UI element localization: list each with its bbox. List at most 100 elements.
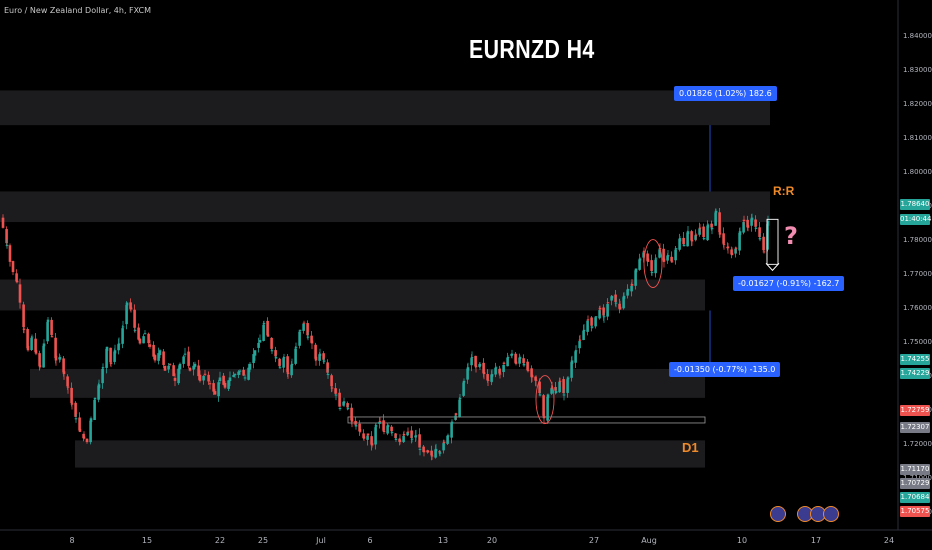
candle-body <box>172 365 175 377</box>
candle-body <box>207 374 210 382</box>
candle-body <box>482 362 485 374</box>
candle-body <box>422 450 426 453</box>
candle-body <box>666 255 670 257</box>
candle-body <box>490 374 494 377</box>
question-mark: ? <box>784 222 798 250</box>
candle-body <box>554 391 558 393</box>
candle-body <box>258 340 262 343</box>
candle-body <box>105 346 109 351</box>
y-tick-label: 1.78000 <box>903 236 932 245</box>
candle-body <box>8 245 12 262</box>
candle-body <box>85 438 89 443</box>
measurement-down-label[interactable]: -0.01627 (-0.91%) -162.7 <box>733 276 845 291</box>
candle-body <box>710 223 713 228</box>
candle-body <box>212 383 215 392</box>
candle-body <box>606 302 610 304</box>
candle-body <box>450 421 454 424</box>
candle-body <box>213 391 217 395</box>
supply-demand-zone <box>0 90 770 126</box>
candle-body <box>198 374 202 381</box>
candle-body <box>406 432 409 436</box>
candle-body <box>742 222 745 233</box>
candle-body <box>510 353 514 356</box>
candle-body <box>482 372 486 375</box>
candle-body <box>358 428 362 432</box>
candle-body <box>294 346 298 348</box>
candle-body <box>486 379 490 381</box>
candle-body <box>62 358 65 373</box>
x-tick-label: 24 <box>883 536 895 545</box>
symbol-label[interactable]: Euro / New Zealand Dollar, 4h, FXCM <box>4 6 152 15</box>
candle-body <box>582 330 585 341</box>
measurement-bottom-label[interactable]: -0.01350 (-0.77%) -135.0 <box>669 362 781 377</box>
candle-body <box>634 268 638 273</box>
candle-body <box>338 392 341 407</box>
candle-body <box>402 435 405 443</box>
economic-event-icon[interactable] <box>770 506 786 522</box>
x-tick-label: 25 <box>257 536 269 545</box>
supply-demand-zone <box>0 191 770 223</box>
candle-body <box>228 377 232 382</box>
candle-body <box>678 239 681 250</box>
economic-event-icon[interactable] <box>823 506 839 522</box>
candle-body <box>450 423 453 438</box>
candle-body <box>243 377 247 379</box>
candle-body <box>562 394 566 396</box>
candle-body <box>227 380 230 389</box>
candle-body <box>266 320 269 336</box>
x-tick-label: 10 <box>736 536 748 545</box>
candle-body <box>202 375 205 381</box>
highlight-ellipse <box>643 239 663 288</box>
candle-body <box>418 434 421 448</box>
candle-body <box>686 232 689 247</box>
candle-body <box>442 443 445 451</box>
candle-body <box>558 381 561 393</box>
candle-body <box>422 446 425 452</box>
candle-body <box>46 322 49 342</box>
candle-body <box>506 357 510 359</box>
candle-body <box>674 249 677 261</box>
candle-body <box>193 363 197 367</box>
candle-body <box>662 248 665 261</box>
candle-body <box>233 374 237 376</box>
candle-body <box>538 394 542 396</box>
candle-body <box>217 382 220 397</box>
candle-body <box>54 337 57 359</box>
measurement-up-label[interactable]: 0.01826 (1.02%) 182.6 <box>674 86 777 101</box>
candle-body <box>414 435 417 438</box>
candle-body <box>82 436 86 439</box>
candle-body <box>78 417 81 431</box>
candle-body <box>362 436 366 439</box>
candle-body <box>50 336 54 338</box>
candle-body <box>390 431 394 433</box>
candle-body <box>232 375 235 377</box>
candle-body <box>298 331 301 346</box>
x-tick-label: 27 <box>588 536 600 545</box>
candle-body <box>542 415 546 419</box>
candle-body <box>462 380 466 383</box>
candle-body <box>498 373 502 375</box>
candle-body <box>157 353 160 361</box>
candle-body <box>514 353 517 363</box>
candle-body <box>650 272 654 274</box>
candle-body <box>446 435 449 444</box>
candle-body <box>247 367 250 380</box>
candle-body <box>326 362 329 373</box>
candle-body <box>252 354 255 364</box>
candle-body <box>121 328 124 344</box>
candle-body <box>138 338 142 344</box>
candle-body <box>310 340 314 344</box>
candle-body <box>490 374 493 382</box>
candle-body <box>177 368 180 384</box>
candle-body <box>5 244 9 246</box>
candle-body <box>290 363 294 366</box>
price-label: 1.70729 <box>900 478 930 489</box>
candle-body <box>101 368 104 384</box>
candle-body <box>618 306 622 310</box>
candle-body <box>566 379 569 393</box>
candle-body <box>654 258 658 260</box>
candle-body <box>93 399 96 421</box>
candle-body <box>474 355 477 367</box>
candle-body <box>197 365 200 377</box>
